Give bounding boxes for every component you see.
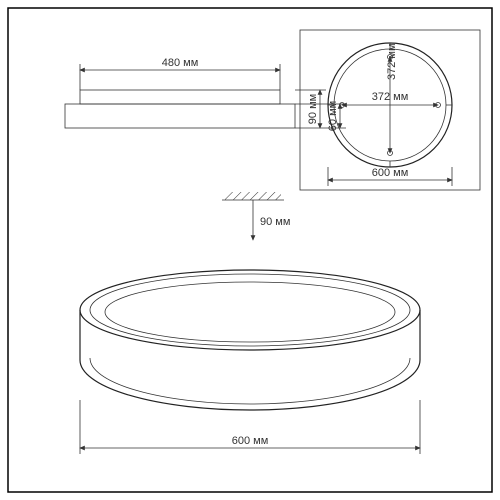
technical-drawing: 480 мм 90 мм 60 мм 372 мм — [0, 0, 500, 500]
dim-ceiling-drop: 90 мм — [260, 216, 290, 228]
dim-perspective-width: 600 мм — [232, 435, 269, 447]
canvas-bg — [0, 0, 500, 500]
dim-side-h90: 90 мм — [307, 94, 319, 124]
dim-top-inner-v: 372 мм — [386, 43, 398, 80]
dim-top-outer: 600 мм — [372, 167, 409, 179]
dim-side-top-width: 480 мм — [162, 57, 199, 69]
